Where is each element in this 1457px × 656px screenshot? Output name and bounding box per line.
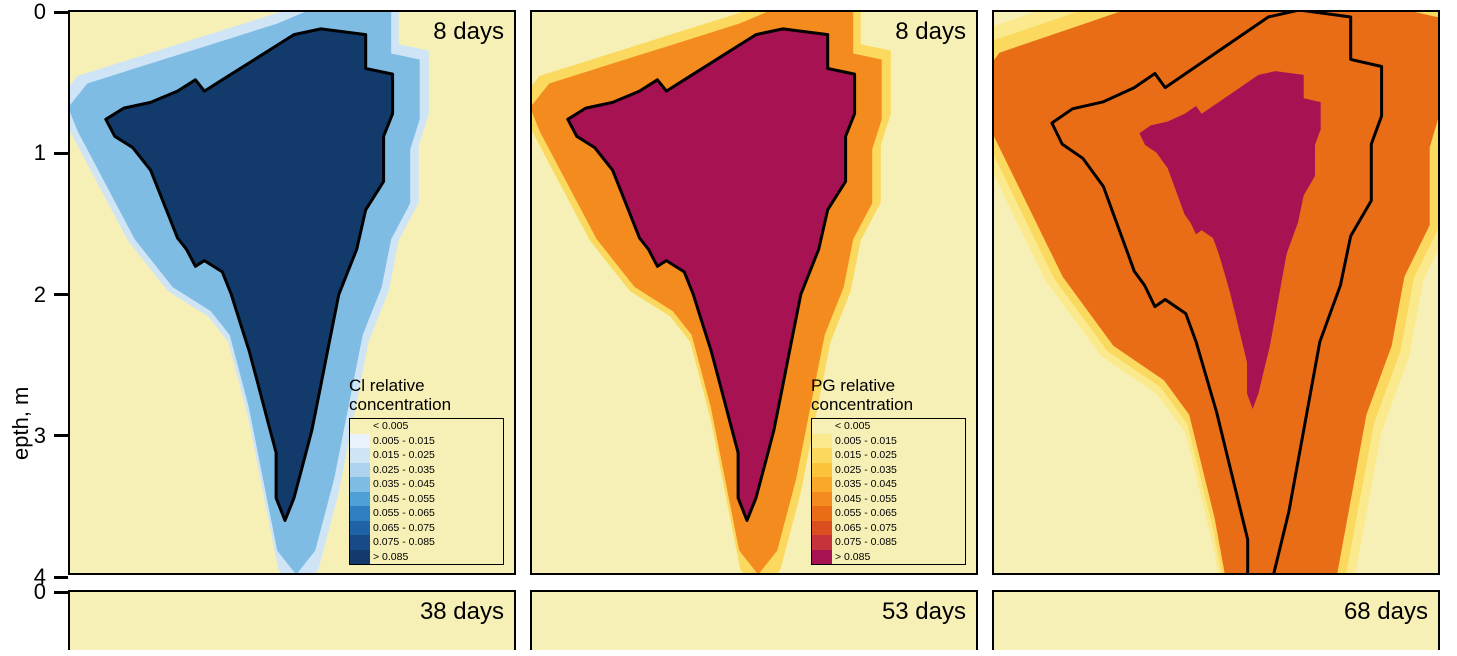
y-tick-label: 0 <box>34 579 46 605</box>
legend-swatch <box>350 550 370 565</box>
y-tick: 2 <box>0 282 68 308</box>
legend-body: < 0.0050.005 - 0.0150.015 - 0.0250.025 -… <box>349 418 504 565</box>
legend-swatch <box>350 419 370 434</box>
panel-title: 68 days <box>1344 598 1428 626</box>
legend-swatch <box>812 521 832 536</box>
legend-title: Cl relativeconcentration <box>349 376 504 415</box>
y-tick-label: 0 <box>34 0 46 25</box>
legend-pg: PG relativeconcentration < 0.0050.005 - 0… <box>811 376 966 565</box>
y-tick-mark <box>54 11 68 14</box>
legend-swatch <box>350 506 370 521</box>
panel-row-2: 38 days 53 days 68 days <box>68 590 1440 650</box>
panel: 23 days <box>992 10 1440 575</box>
legend-label: 0.055 - 0.065 <box>373 506 501 520</box>
y-tick-label: 1 <box>34 140 46 166</box>
y-tick-label: 3 <box>34 423 46 449</box>
legend-swatch <box>350 492 370 507</box>
y-tick-label: 2 <box>34 282 46 308</box>
legend-cl: Cl relativeconcentration < 0.0050.005 - 0… <box>349 376 504 565</box>
y-tick: 1 <box>0 140 68 166</box>
legend-label: 0.075 - 0.085 <box>835 535 963 549</box>
legend-swatch <box>812 550 832 565</box>
legend-swatch <box>350 521 370 536</box>
legend-swatch <box>812 535 832 550</box>
legend-swatch <box>350 434 370 449</box>
legend-label: 0.015 - 0.025 <box>373 448 501 462</box>
panel-title: 53 days <box>882 598 966 626</box>
figure: epth, m 01234 8 daysCl relativeconcentra… <box>0 0 1457 656</box>
y-axis-row2: 0 <box>0 590 68 650</box>
legend-label: 0.055 - 0.065 <box>835 506 963 520</box>
legend-label: 0.045 - 0.055 <box>373 492 501 506</box>
legend-swatch <box>812 463 832 478</box>
legend-label: 0.025 - 0.035 <box>835 463 963 477</box>
legend-title: PG relativeconcentration <box>811 376 966 415</box>
panel: 8 daysPG relativeconcentration< 0.0050.0… <box>530 10 978 575</box>
legend-label: 0.025 - 0.035 <box>373 463 501 477</box>
legend-label: > 0.085 <box>835 550 963 564</box>
panel: 38 days <box>68 590 516 650</box>
legend-label: > 0.085 <box>373 550 501 564</box>
y-tick: 0 <box>0 0 68 25</box>
panel: 68 days <box>992 590 1440 650</box>
panel: 53 days <box>530 590 978 650</box>
legend-swatch <box>812 434 832 449</box>
legend-label: < 0.005 <box>373 419 501 433</box>
legend-swatch <box>812 492 832 507</box>
y-tick-mark <box>54 591 68 594</box>
legend-label: 0.065 - 0.075 <box>373 521 501 535</box>
legend-label: 0.035 - 0.045 <box>373 477 501 491</box>
legend-label: 0.005 - 0.015 <box>373 434 501 448</box>
y-axis: 01234 <box>0 10 68 575</box>
legend-swatch <box>812 506 832 521</box>
legend-labels: < 0.0050.005 - 0.0150.015 - 0.0250.025 -… <box>832 419 965 564</box>
legend-swatches <box>350 419 370 564</box>
legend-swatches <box>812 419 832 564</box>
legend-swatch <box>350 535 370 550</box>
legend-swatch <box>350 477 370 492</box>
y-tick-mark <box>54 434 68 437</box>
panel: 8 daysCl relativeconcentration< 0.0050.0… <box>68 10 516 575</box>
panel-row-1: 8 daysCl relativeconcentration< 0.0050.0… <box>68 10 1440 575</box>
legend-label: < 0.005 <box>835 419 963 433</box>
y-tick-mark <box>54 152 68 155</box>
legend-swatch <box>812 477 832 492</box>
legend-label: 0.045 - 0.055 <box>835 492 963 506</box>
legend-label: 0.035 - 0.045 <box>835 477 963 491</box>
y-tick: 3 <box>0 423 68 449</box>
heatmap-art <box>994 12 1440 575</box>
legend-label: 0.075 - 0.085 <box>373 535 501 549</box>
y-tick: 0 <box>0 579 68 605</box>
legend-swatch <box>350 448 370 463</box>
legend-swatch <box>350 463 370 478</box>
legend-labels: < 0.0050.005 - 0.0150.015 - 0.0250.025 -… <box>370 419 503 564</box>
legend-body: < 0.0050.005 - 0.0150.015 - 0.0250.025 -… <box>811 418 966 565</box>
legend-swatch <box>812 448 832 463</box>
y-tick-mark <box>54 293 68 296</box>
legend-label: 0.015 - 0.025 <box>835 448 963 462</box>
legend-label: 0.065 - 0.075 <box>835 521 963 535</box>
legend-swatch <box>812 419 832 434</box>
panel-title: 38 days <box>420 598 504 626</box>
legend-label: 0.005 - 0.015 <box>835 434 963 448</box>
